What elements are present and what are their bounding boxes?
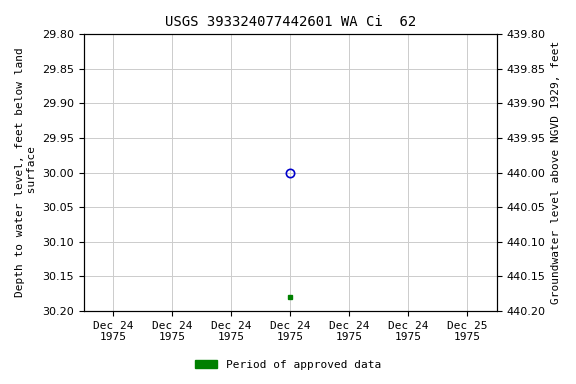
Y-axis label: Groundwater level above NGVD 1929, feet: Groundwater level above NGVD 1929, feet <box>551 41 561 304</box>
Title: USGS 393324077442601 WA Ci  62: USGS 393324077442601 WA Ci 62 <box>165 15 416 29</box>
Y-axis label: Depth to water level, feet below land
 surface: Depth to water level, feet below land su… <box>15 48 37 298</box>
Legend: Period of approved data: Period of approved data <box>191 356 385 375</box>
